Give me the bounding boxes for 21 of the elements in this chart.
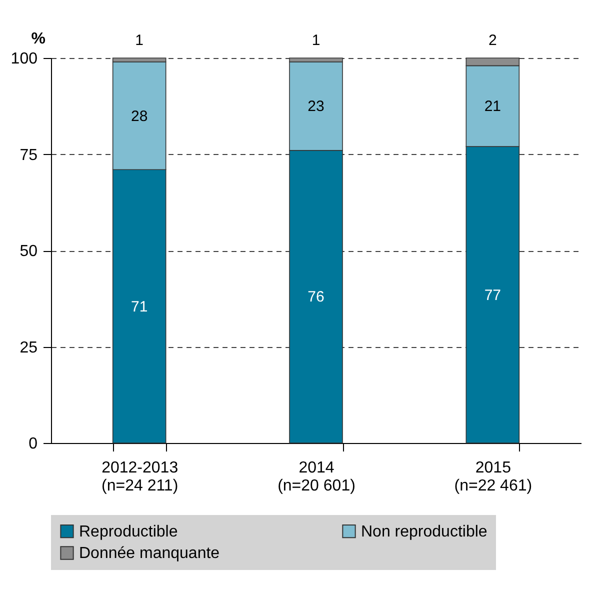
legend-label: Donnée manquante bbox=[79, 545, 220, 562]
x-tick-label: 2014 (n=20 601) bbox=[278, 460, 356, 494]
y-tick-label: 50 bbox=[20, 243, 38, 260]
data-label: 71 bbox=[130, 298, 148, 316]
data-label: 21 bbox=[484, 98, 502, 116]
y-axis-title: % bbox=[31, 30, 46, 48]
data-label: 77 bbox=[484, 286, 502, 304]
data-label: 2 bbox=[488, 32, 497, 49]
data-label: 28 bbox=[130, 108, 148, 125]
data-label: 1 bbox=[135, 32, 144, 49]
y-tick-label: 75 bbox=[20, 146, 38, 164]
y-tick-label: 0 bbox=[28, 436, 38, 452]
data-label: 1 bbox=[312, 32, 320, 49]
legend-label: Reproductible bbox=[79, 523, 178, 540]
data-label: 23 bbox=[308, 98, 324, 116]
x-tick-label: 2015 (n=22 461) bbox=[454, 460, 532, 494]
x-tick-label: 2012-2013 (n=24 211) bbox=[102, 460, 178, 494]
y-tick-label: 25 bbox=[20, 339, 38, 356]
y-tick-label: 100 bbox=[10, 50, 38, 68]
data-label: 76 bbox=[308, 288, 324, 306]
legend-label: Non reproductible bbox=[361, 523, 488, 540]
